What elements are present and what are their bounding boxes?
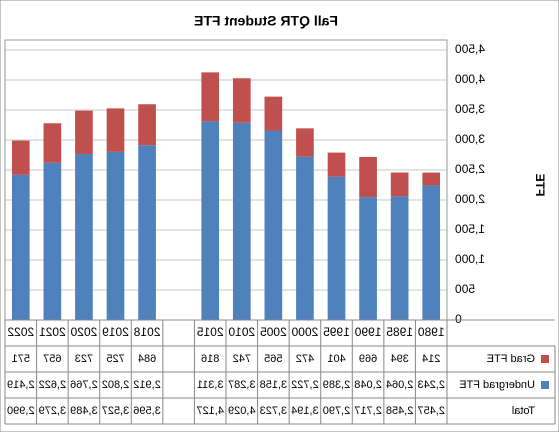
bar-segment	[201, 121, 220, 320]
bar-segment	[138, 145, 156, 320]
table-cell: 3,287	[228, 379, 256, 391]
table-cell: 3,158	[260, 379, 288, 391]
table-cell: 3,489	[70, 405, 98, 417]
x-tick-label: 1990	[354, 325, 381, 339]
bar-segment	[43, 123, 62, 163]
x-tick-label: 2015	[197, 325, 224, 339]
y-tick-label: 4,000	[455, 72, 485, 86]
table-cell: 3,279	[39, 405, 67, 417]
x-tick-label: 2019	[102, 325, 129, 339]
bar-segment	[390, 172, 409, 197]
x-tick-label: 1985	[386, 325, 413, 339]
table-cell: 2,419	[7, 379, 35, 391]
y-tick-label: 3,000	[455, 132, 485, 146]
table-cell: 3,596	[133, 405, 161, 417]
y-tick-label: 1,000	[455, 252, 485, 266]
table-cell: 742	[233, 353, 251, 365]
table-cell: 401	[327, 353, 345, 365]
table-cell: 2,622	[39, 379, 67, 391]
y-axis-label: FTE	[533, 174, 547, 197]
table-cell: 2,389	[323, 379, 351, 391]
x-tick-label: 2022	[7, 325, 34, 339]
table-cell: 2,802	[102, 379, 130, 391]
x-tick-label: 1980	[418, 325, 445, 339]
bar-segment	[296, 128, 314, 157]
x-tick-label: 2005	[260, 325, 287, 339]
bar-segment	[232, 122, 251, 320]
bar-segment	[75, 110, 93, 155]
bar-segment	[75, 154, 93, 320]
bar-segment	[11, 174, 30, 320]
bar-segment	[106, 151, 125, 320]
y-tick-label: 4,500	[455, 42, 485, 56]
legend-label: Undergrad FTE	[459, 379, 535, 391]
table-cell: 3,194	[291, 405, 319, 417]
bar-segment	[359, 156, 377, 198]
x-tick-label: 1995	[323, 325, 350, 339]
table-cell: 3,527	[102, 405, 130, 417]
legend-label: Total	[512, 405, 535, 417]
table-cell: 816	[201, 353, 219, 365]
x-tick-label: 2021	[39, 325, 66, 339]
table-cell: 2,722	[291, 379, 319, 391]
bar-segment	[106, 108, 125, 152]
y-tick-label: 3,500	[455, 102, 485, 116]
x-tick-label: 2010	[228, 325, 255, 339]
x-tick-label: 2000	[291, 325, 318, 339]
table-cell: 657	[43, 353, 61, 365]
legend-key	[541, 381, 549, 389]
table-cell: 565	[264, 353, 282, 365]
table-cell: 214	[422, 353, 440, 365]
chart-title: Fall QTR Student FTE	[194, 13, 338, 29]
table-cell: 2,064	[386, 379, 414, 391]
bar-segment	[327, 152, 346, 177]
table-cell: 2,457	[417, 405, 445, 417]
legend-label: Grad FTE	[487, 353, 535, 365]
bar-segment	[296, 156, 314, 320]
table-cell: 394	[390, 353, 408, 365]
bar-segment	[422, 172, 441, 186]
table-cell: 2,912	[133, 379, 161, 391]
bar-segment	[11, 140, 30, 175]
table-cell: 3,311	[197, 379, 224, 391]
bar-segment	[138, 104, 156, 146]
table-cell: 2,048	[354, 379, 382, 391]
y-tick-label: 2,000	[455, 192, 485, 206]
table-cell: 2,990	[7, 405, 35, 417]
table-cell: 571	[12, 353, 30, 365]
bar-segment	[327, 176, 346, 320]
y-tick-label: 1,500	[455, 222, 485, 236]
bar-segment	[359, 197, 377, 320]
bar-segment	[232, 78, 251, 123]
table-cell: 4,029	[228, 405, 256, 417]
table-cell: 3,723	[260, 405, 288, 417]
table-cell: 684	[138, 353, 156, 365]
x-tick-label: 2018	[133, 325, 160, 339]
table-cell: 2,717	[354, 405, 382, 417]
legend-key	[541, 355, 549, 363]
table-cell: 2,766	[70, 379, 98, 391]
table-cell: 669	[359, 353, 377, 365]
x-tick-label: 2020	[70, 325, 97, 339]
table-cell: 4,127	[196, 405, 224, 417]
bar-segment	[422, 185, 441, 320]
y-tick-label: 500	[455, 282, 475, 296]
table-cell: 725	[106, 353, 124, 365]
mirrored-chart: Fall QTR Student FTE FTE 0 500 1,000 1,500 2,0…	[4, 13, 556, 425]
y-tick-label: 2,500	[455, 162, 485, 176]
y-tick-label: 0	[455, 312, 462, 326]
table-cell: 723	[75, 353, 93, 365]
bar-segment	[264, 96, 283, 131]
table-cell: 2,790	[323, 405, 351, 417]
bar-segment	[390, 196, 409, 320]
table-cell: 2,243	[417, 379, 445, 391]
bar-segment	[264, 130, 283, 320]
bar-segment	[43, 162, 62, 320]
table-cell: 2,458	[386, 405, 414, 417]
table-cell: 472	[296, 353, 314, 365]
bar-segment	[201, 72, 220, 122]
